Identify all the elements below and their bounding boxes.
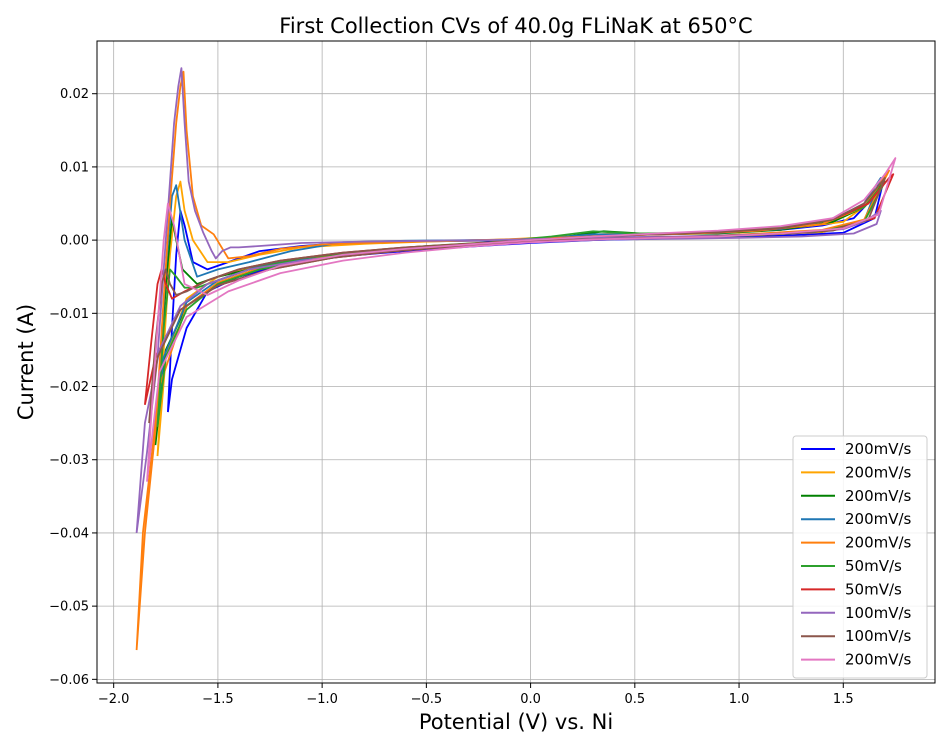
ticks: −2.0 −1.5 −1.0 −0.5 0.0 0.5 1.0 1.5 −0.06 −0.05 −0… [49, 87, 853, 707]
series-line-4 [150, 176, 882, 468]
series-line-5 [135, 70, 890, 651]
x-tick-label: 1.0 [729, 692, 750, 707]
series-line-10 [146, 157, 897, 482]
x-tick-label: 1.5 [833, 692, 854, 707]
y-tick-label: −0.05 [49, 600, 89, 615]
x-tick-label: 0.5 [624, 692, 645, 707]
y-tick-label: −0.03 [49, 453, 89, 468]
x-tick-label: −1.5 [202, 692, 234, 707]
series-line-8 [135, 67, 882, 534]
legend-label: 200mV/s [845, 487, 912, 505]
x-axis-label: Potential (V) vs. Ni [419, 710, 613, 734]
series-line-9 [148, 176, 886, 424]
series-layer [135, 67, 897, 651]
y-tick-label: −0.01 [49, 307, 89, 322]
legend-label: 200mV/s [845, 651, 912, 669]
series-line-1 [167, 173, 886, 413]
y-tick-label: −0.02 [49, 380, 89, 395]
chart-title: First Collection CVs of 40.0g FLiNaK at … [279, 14, 752, 38]
legend-label: 200mV/s [845, 510, 912, 528]
series-line-6 [156, 180, 886, 427]
y-axis-label: Current (A) [14, 304, 38, 420]
series-line-7 [144, 173, 895, 405]
y-tick-label: 0.01 [60, 160, 89, 175]
y-tick-label: 0.00 [60, 234, 89, 249]
plot-frame [96, 40, 936, 684]
y-tick-label: 0.02 [60, 87, 89, 102]
series-line-3 [154, 176, 886, 446]
y-tick-label: −0.06 [49, 673, 89, 688]
x-tick-label: −2.0 [98, 692, 130, 707]
x-tick-label: −1.0 [306, 692, 338, 707]
legend-label: 100mV/s [845, 627, 912, 645]
legend-label: 50mV/s [845, 580, 902, 598]
y-tick-label: −0.04 [49, 526, 89, 541]
grid [97, 41, 935, 683]
legend-label: 200mV/s [845, 463, 912, 481]
series-line-2 [156, 173, 886, 457]
legend-label: 200mV/s [845, 534, 912, 552]
legend-label: 50mV/s [845, 557, 902, 575]
x-tick-label: −0.5 [411, 692, 443, 707]
legend-label: 100mV/s [845, 604, 912, 622]
legend-label: 200mV/s [845, 440, 912, 458]
x-tick-label: 0.0 [520, 692, 541, 707]
legend: 200mV/s 200mV/s 200mV/s 200mV/s 200mV/s 50mV/… [792, 435, 928, 679]
